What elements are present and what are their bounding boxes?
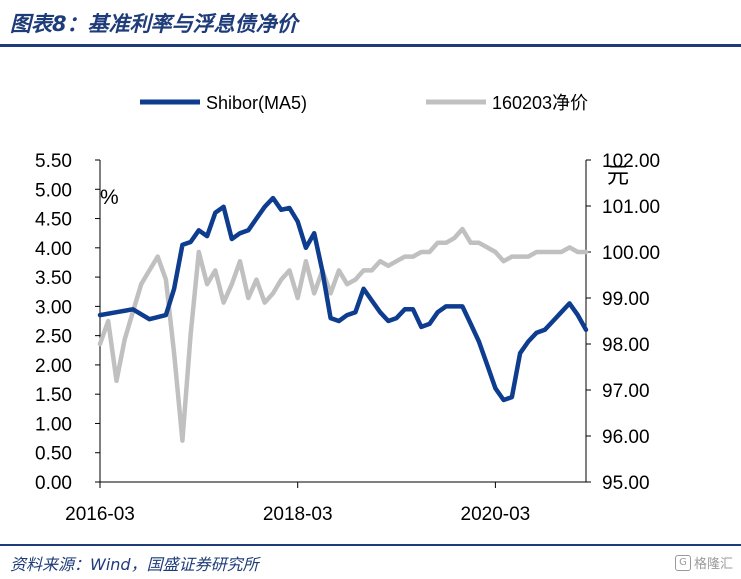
left-unit-label: % xyxy=(100,186,119,209)
left-tick-label: 2.00 xyxy=(35,356,72,377)
source-note: 资料来源：Wind，国盛证券研究所 xyxy=(10,551,259,575)
chart-legend: Shibor(MA5) 160203净价 xyxy=(140,93,588,113)
watermark: G 格隆汇 xyxy=(675,553,733,572)
series-line-shibor xyxy=(100,198,586,400)
right-tick-label: 96.00 xyxy=(602,427,650,448)
left-tick-label: 5.00 xyxy=(35,180,72,201)
legend-label-bond: 160203净价 xyxy=(492,93,588,113)
x-tick-label: 2018-03 xyxy=(263,504,333,525)
chart-series xyxy=(100,198,586,441)
right-tick-label: 95.00 xyxy=(602,473,650,494)
left-tick-label: 3.50 xyxy=(35,268,72,289)
right-tick-label: 97.00 xyxy=(602,381,650,402)
left-tick-label: 2.50 xyxy=(35,327,72,348)
x-tick-label: 2020-03 xyxy=(461,504,531,525)
legend-label-shibor: Shibor(MA5) xyxy=(206,93,307,113)
watermark-text: 格隆汇 xyxy=(694,553,733,572)
right-tick-label: 99.00 xyxy=(602,289,650,310)
left-tick-label: 0.50 xyxy=(35,444,72,465)
left-tick-label: 5.50 xyxy=(35,151,72,172)
series-line-bond xyxy=(100,229,586,441)
left-tick-label: 3.00 xyxy=(35,297,72,318)
left-tick-label: 1.00 xyxy=(35,414,72,435)
left-tick-label: 4.50 xyxy=(35,210,72,231)
footer-rule xyxy=(0,544,741,546)
right-tick-label: 98.00 xyxy=(602,335,650,356)
left-tick-label: 4.00 xyxy=(35,239,72,260)
x-tick-label: 2016-03 xyxy=(65,504,135,525)
left-tick-label: 0.00 xyxy=(35,473,72,494)
left-tick-label: 1.50 xyxy=(35,385,72,406)
watermark-logo-icon: G xyxy=(675,555,691,571)
right-tick-label: 102.00 xyxy=(602,151,660,172)
right-tick-label: 100.00 xyxy=(602,243,660,264)
line-chart: Shibor(MA5) 160203净价 % 元 0.000.501.001.5… xyxy=(0,0,741,540)
chart-axes: 0.00 0.50 1.00 1.50 2.00 2.50 3.00 3.50 4.00 4.50… xyxy=(35,151,660,525)
right-tick-label: 101.00 xyxy=(602,197,660,218)
